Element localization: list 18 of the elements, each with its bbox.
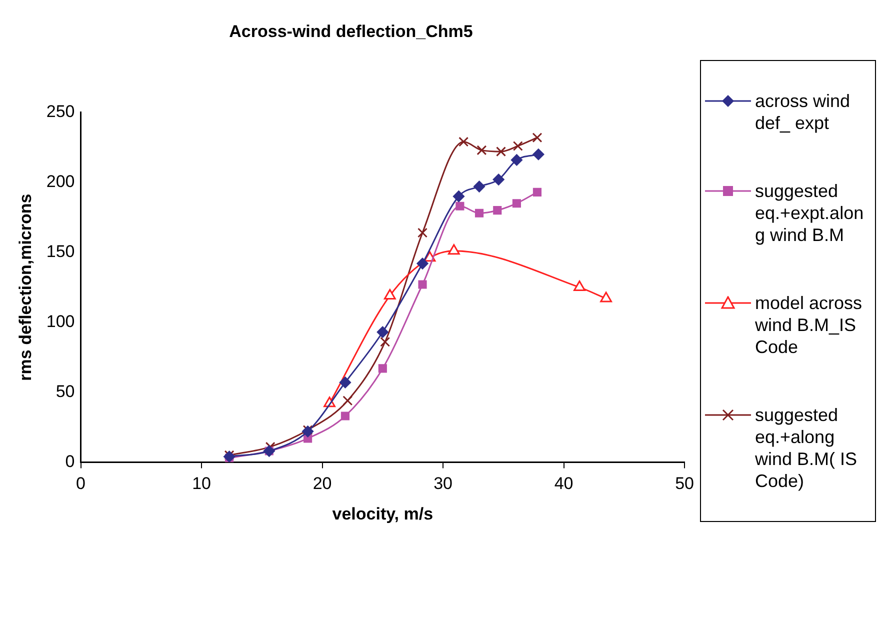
x-tick-label: 10 <box>192 474 211 494</box>
y-tick-label: 250 <box>46 102 75 122</box>
y-tick-label: 0 <box>65 452 75 471</box>
legend-label: suggested eq.+expt.along wind B.M <box>755 180 865 246</box>
y-axis-title: rms deflection,microns <box>16 194 35 381</box>
x-axis-title: velocity, m/s <box>332 504 434 524</box>
x-tick-label: 50 <box>675 474 694 494</box>
legend-label: across wind def_ expt <box>755 90 852 134</box>
legend-label: model across wind B.M_IS Code <box>755 292 864 358</box>
x-tick-label: 40 <box>554 474 574 494</box>
x-tick-label: 20 <box>312 474 332 494</box>
y-tick-label: 200 <box>46 172 75 192</box>
x-tick-label: 30 <box>434 474 452 494</box>
chart-title: Across-wind deflection_Chm5 <box>229 22 473 41</box>
y-tick-label: 150 <box>46 242 75 262</box>
y-tick-label: 100 <box>46 312 75 331</box>
legend-label: suggested eq.+along wind B.M( IS Code) <box>755 404 858 492</box>
y-tick-label: 50 <box>56 382 75 401</box>
